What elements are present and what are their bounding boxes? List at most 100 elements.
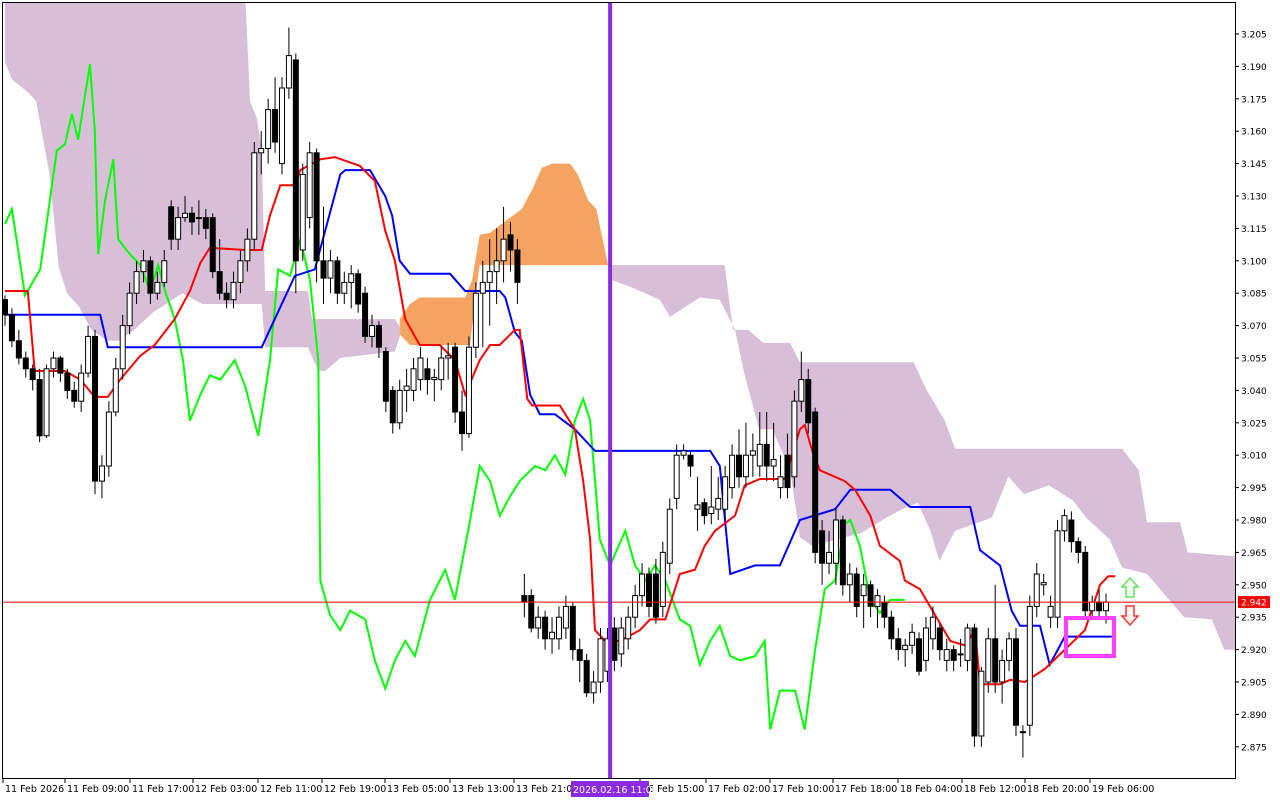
candle-body-bull bbox=[874, 595, 881, 607]
candle-body-bear bbox=[950, 649, 957, 661]
candle-body-bull bbox=[625, 616, 632, 640]
candle-body-bear bbox=[362, 292, 369, 337]
highlight-box[interactable] bbox=[1064, 616, 1116, 658]
candle-body-bull bbox=[1103, 601, 1109, 612]
candle bbox=[320, 206, 327, 304]
candle bbox=[791, 390, 798, 488]
y-axis: 3.205 3.190 3.175 3.160 3.145 3.130 3.115 3.100… bbox=[1235, 31, 1267, 753]
candle bbox=[265, 98, 272, 164]
candle bbox=[860, 574, 867, 628]
chikou-span-line bbox=[4, 64, 905, 730]
candle-body-bull bbox=[154, 281, 161, 294]
candle-body-bull bbox=[749, 450, 756, 456]
candle bbox=[673, 444, 680, 510]
candle-body-bear bbox=[805, 379, 812, 424]
candle bbox=[846, 563, 853, 603]
candle-body-bear bbox=[1068, 519, 1075, 543]
candle-body-bull bbox=[175, 217, 182, 240]
candle-body-bull bbox=[410, 368, 417, 391]
candle bbox=[742, 422, 749, 488]
candle-body-bear bbox=[819, 530, 826, 564]
y-tick-label: 3.010 bbox=[1241, 452, 1267, 462]
candle-body-bull bbox=[431, 376, 438, 381]
candle-body-bull bbox=[777, 476, 784, 489]
candle bbox=[597, 628, 604, 693]
candle-body-bear bbox=[320, 260, 327, 279]
candle bbox=[839, 515, 846, 596]
y-tick-label: 2.950 bbox=[1241, 581, 1267, 591]
candle-body-bear bbox=[916, 638, 923, 672]
candle-body-bear bbox=[1082, 551, 1089, 612]
candle-body-bull bbox=[929, 616, 936, 640]
y-tick-label: 3.130 bbox=[1241, 193, 1267, 203]
candle bbox=[909, 623, 916, 654]
candle bbox=[272, 77, 279, 153]
candle bbox=[230, 271, 237, 309]
candle bbox=[812, 407, 819, 564]
candle bbox=[999, 649, 1006, 704]
candle-body-bear bbox=[375, 325, 382, 348]
current-price-badge: 2.942 bbox=[1238, 596, 1270, 609]
y-tick-label: 3.205 bbox=[1241, 31, 1267, 41]
candle bbox=[417, 347, 424, 391]
candle bbox=[978, 666, 985, 747]
candle bbox=[389, 386, 396, 434]
candle-body-bull bbox=[105, 411, 112, 467]
candle-body-bear bbox=[888, 616, 895, 640]
candle bbox=[576, 638, 583, 682]
candle bbox=[299, 163, 306, 261]
candle bbox=[493, 228, 500, 304]
candle-body-bull bbox=[708, 506, 715, 515]
candle bbox=[632, 584, 639, 628]
candle bbox=[313, 148, 320, 283]
candle-body-bear bbox=[701, 502, 708, 517]
candle bbox=[126, 282, 133, 335]
candle bbox=[645, 567, 652, 618]
candle-body-bear bbox=[202, 217, 209, 229]
candle-body-bear bbox=[507, 234, 514, 251]
candle bbox=[819, 520, 826, 585]
candle bbox=[756, 412, 763, 477]
candle-body-bull bbox=[140, 260, 147, 273]
y-tick-label: 2.935 bbox=[1241, 614, 1267, 624]
candle-body-bear bbox=[216, 271, 223, 294]
y-tick-label: 3.055 bbox=[1241, 355, 1267, 365]
candle-body-bear bbox=[8, 314, 15, 342]
candle bbox=[583, 653, 590, 698]
candle-body-bull bbox=[985, 638, 992, 683]
candle-body-bear bbox=[652, 573, 659, 618]
candle bbox=[57, 355, 64, 382]
candle bbox=[549, 617, 556, 654]
candle bbox=[154, 271, 161, 300]
candle-body-bear bbox=[569, 605, 576, 651]
candle-body-bull bbox=[555, 616, 562, 640]
candle-body-bear bbox=[223, 292, 230, 301]
candle-body-bear bbox=[168, 206, 175, 240]
candle-body-bear bbox=[521, 595, 528, 603]
x-tick-label: 18 Feb 12:00 bbox=[964, 784, 1026, 795]
candle bbox=[278, 77, 285, 175]
candle-body-bear bbox=[1096, 601, 1103, 612]
candle bbox=[161, 250, 168, 287]
candle-body-bear bbox=[188, 212, 195, 223]
candle bbox=[8, 308, 15, 348]
x-tick-label: 12 Feb 19:00 bbox=[324, 784, 386, 795]
candle bbox=[1040, 574, 1047, 596]
candle bbox=[216, 239, 223, 300]
candle-body-bull bbox=[1040, 582, 1047, 586]
candle-body-bull bbox=[1026, 605, 1033, 726]
candle bbox=[140, 250, 147, 283]
y-tick-label: 3.160 bbox=[1241, 128, 1267, 138]
candle-body-bull bbox=[943, 649, 950, 661]
candle-body-bull bbox=[285, 55, 292, 89]
candle-body-bull bbox=[846, 573, 853, 586]
candle bbox=[749, 433, 756, 477]
candle bbox=[722, 466, 729, 520]
candle-body-bull bbox=[1019, 731, 1026, 734]
candle-body-bull bbox=[182, 212, 189, 219]
candle bbox=[507, 221, 514, 272]
candle bbox=[528, 589, 535, 633]
candle-body-bear bbox=[1075, 541, 1082, 553]
candle-body-bear bbox=[22, 357, 29, 370]
